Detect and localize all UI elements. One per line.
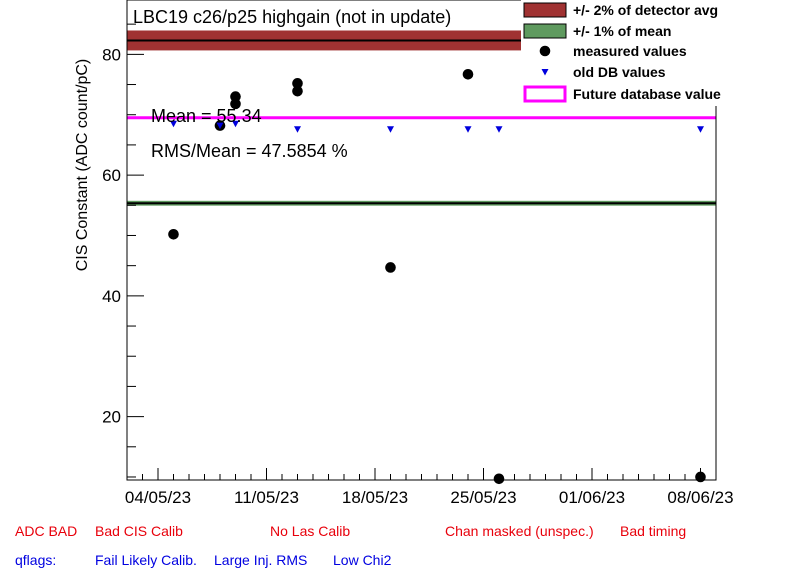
- qflag-flag-label: Large Inj. RMS: [214, 552, 308, 568]
- points-layer: [168, 68, 706, 485]
- x-tick-label: 08/06/23: [667, 488, 733, 507]
- legend: +/- 2% of detector avg +/- 1% of mean meas…: [521, 0, 796, 106]
- legend-label: old DB values: [573, 64, 666, 80]
- old-db-value-point: [232, 120, 239, 128]
- x-tick-label: 01/06/23: [559, 488, 625, 507]
- x-tick-label: 25/05/23: [450, 488, 516, 507]
- legend-box: [521, 0, 796, 106]
- measured-value-point: [385, 262, 396, 273]
- mean-annotation: Mean = 55.34: [151, 106, 262, 126]
- measured-value-point: [695, 471, 706, 483]
- rms-annotation: RMS/Mean = 47.5854 %: [151, 141, 348, 161]
- y-axis-label: CIS Constant (ADC count/pC): [74, 59, 91, 272]
- old-db-value-point: [170, 120, 177, 128]
- old-db-value-point: [294, 126, 301, 133]
- chart-title: LBC19 c26/p25 highgain (not in update): [133, 7, 451, 27]
- legend-label: measured values: [573, 43, 687, 59]
- axes-layer: 04/05/23 11/05/23 18/05/23 25/05/23 01/06/23…: [102, 23, 734, 507]
- measured-value-point: [230, 98, 241, 110]
- old-db-value-point: [216, 122, 224, 130]
- old-db-value-point: [697, 126, 704, 133]
- y-tick-label: 20: [102, 408, 121, 427]
- calib-flag-label: Bad timing: [620, 523, 687, 539]
- legend-marker: [541, 69, 549, 76]
- measured-value-point: [230, 91, 241, 102]
- old-db-value-point: [387, 126, 394, 133]
- qflag-flag-label: Fail Likely Calib.: [95, 552, 197, 568]
- legend-marker: [539, 45, 551, 57]
- measured-value-point: [462, 68, 474, 80]
- y-tick-label: 80: [102, 45, 121, 64]
- old-db-value-point: [495, 126, 503, 133]
- legend-label: Future database value: [573, 86, 721, 102]
- legend-swatch: [523, 85, 567, 103]
- calib-flag-label: Bad CIS Calib: [95, 523, 183, 539]
- x-tick-label: 04/05/23: [125, 488, 191, 507]
- legend-label: +/- 1% of mean: [573, 23, 671, 39]
- calib-flag-label: No Las Calib: [270, 523, 351, 539]
- calib-flag-label: ADC BAD: [15, 523, 78, 539]
- calib-flag-label: Chan masked (unspec.): [445, 523, 594, 539]
- qflag-flag-label: qflags:: [15, 552, 57, 568]
- qflag-flag-label: Low Chi2: [333, 552, 392, 568]
- legend-swatch: [523, 23, 567, 39]
- y-tick-label: 40: [102, 287, 121, 306]
- measured-value-point: [493, 473, 505, 485]
- legend-label: +/- 2% of detector avg: [573, 2, 718, 18]
- measured-value-point: [292, 85, 303, 97]
- x-tick-label: 11/05/23: [234, 488, 299, 507]
- measured-value-point: [292, 78, 303, 89]
- measured-value-point: [168, 228, 179, 240]
- x-tick-label: 18/05/23: [342, 488, 408, 507]
- y-tick-label: 60: [102, 166, 121, 185]
- old-db-value-point: [464, 126, 472, 133]
- legend-swatch: [523, 2, 567, 18]
